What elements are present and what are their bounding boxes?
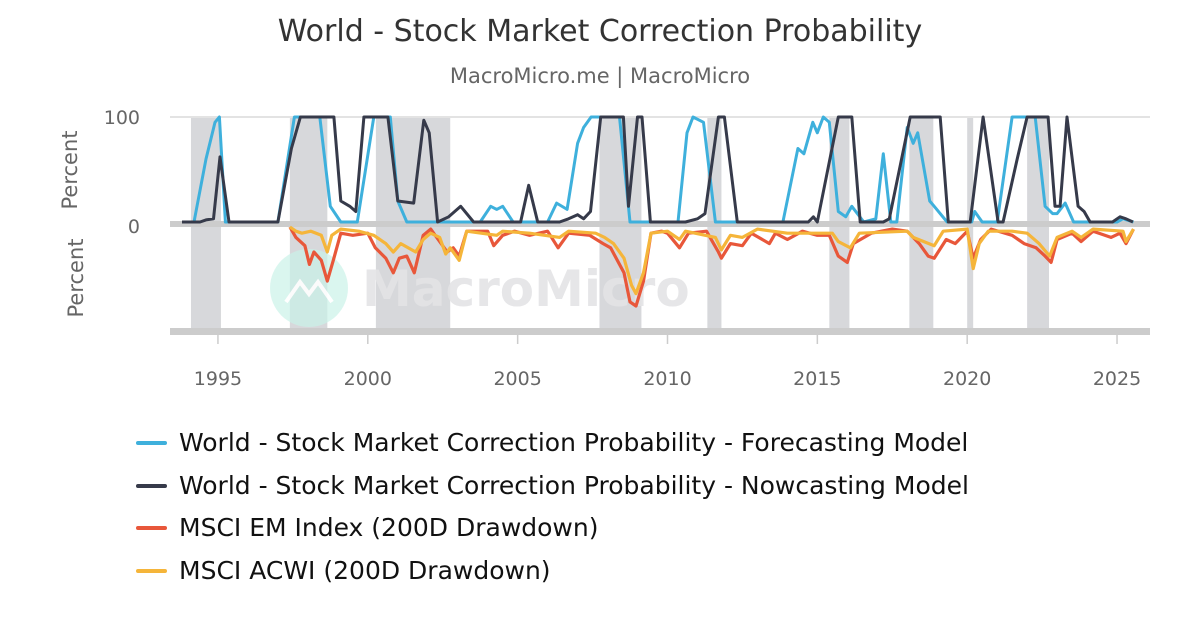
legend-label: World - Stock Market Correction Probabil…: [179, 471, 969, 500]
zero-axis-band: [170, 221, 1150, 227]
chart-title: World - Stock Market Correction Probabil…: [277, 14, 923, 49]
legend-label: World - Stock Market Correction Probabil…: [179, 428, 969, 457]
y-axis-label-top: Percent: [58, 130, 82, 209]
x-tick-label: 1995: [194, 368, 242, 390]
x-axis-line: [170, 328, 1150, 335]
x-tick-label: 2010: [643, 368, 691, 390]
chart-subtitle: MacroMicro.me | MacroMicro: [449, 64, 751, 88]
legend-swatch: [136, 483, 167, 488]
y-tick-100: 100: [104, 107, 140, 129]
series-line-1: [182, 115, 1134, 224]
x-tick-label: 2005: [493, 368, 541, 390]
legend-item-forecasting[interactable]: World - Stock Market Correction Probabil…: [136, 428, 968, 457]
legend-swatch: [136, 525, 167, 530]
chart-area: MacroMicro 100 0 Percent Percent 1995 200…: [58, 107, 1150, 390]
legend-swatch: [136, 568, 167, 573]
legend-item-msci-acwi[interactable]: MSCI ACWI (200D Drawdown): [136, 556, 551, 585]
x-axis-ticks: 1995 2000 2005 2010 2015 2020 2025: [194, 335, 1141, 390]
legend-swatch: [136, 440, 167, 445]
x-tick-label: 2020: [943, 368, 991, 390]
series-lines: [182, 115, 1135, 308]
watermark-logo-mark: [284, 278, 334, 304]
legend-item-nowcasting[interactable]: World - Stock Market Correction Probabil…: [136, 471, 969, 500]
legend-label: MSCI EM Index (200D Drawdown): [179, 513, 599, 542]
legend-item-msci-em[interactable]: MSCI EM Index (200D Drawdown): [136, 513, 598, 542]
series-line-3: [288, 225, 1135, 296]
y-tick-0: 0: [128, 216, 140, 238]
x-tick-label: 2025: [1093, 368, 1141, 390]
x-tick-label: 2015: [793, 368, 841, 390]
x-tick-label: 2000: [344, 368, 392, 390]
y-axis-label-bottom: Percent: [64, 238, 88, 317]
legend-label: MSCI ACWI (200D Drawdown): [179, 556, 551, 585]
watermark-logo-icon: [270, 249, 348, 327]
